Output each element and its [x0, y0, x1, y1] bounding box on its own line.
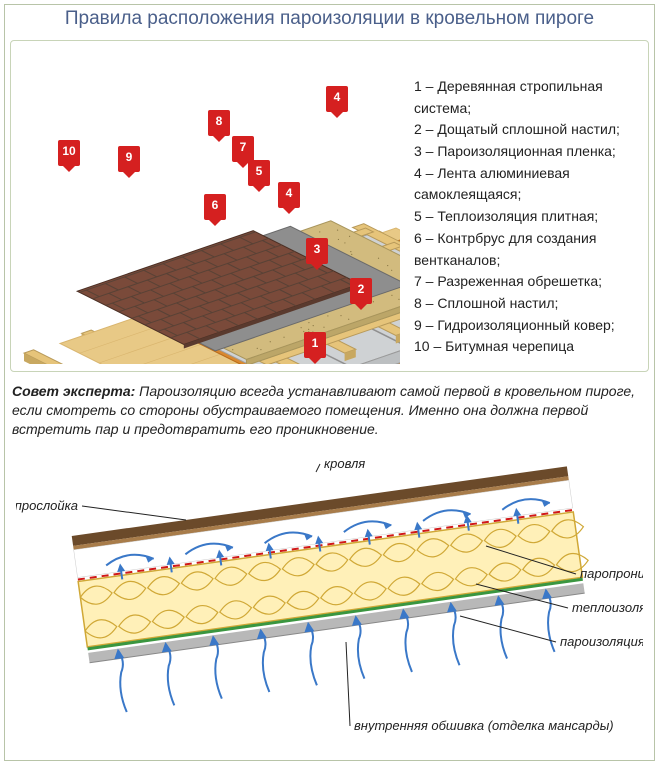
layer-marker-3: 3 — [306, 238, 328, 264]
layer-marker-5: 5 — [248, 160, 270, 186]
layer-marker-6: 6 — [204, 194, 226, 220]
legend-item: 7 – Разреженная обрешетка; — [414, 271, 646, 293]
legend-list: 1 – Деревянная стропильная система;2 – Д… — [414, 76, 646, 358]
layer-marker-10: 10 — [58, 140, 80, 166]
legend-item: 10 – Битумная черепица — [414, 336, 646, 358]
legend-item: 4 – Лента алюминиевая самоклеящаяся; — [414, 163, 646, 206]
expert-advice: Совет эксперта: Пароизоляцию всегда уста… — [12, 382, 647, 439]
layer-marker-4: 4 — [326, 86, 348, 112]
legend-item: 9 – Гидроизоляционный ковер; — [414, 315, 646, 337]
legend-item: 6 – Контрбрус для создания вентканалов; — [414, 228, 646, 271]
svg-text:теплоизоляция: теплоизоляция — [572, 600, 643, 615]
layer-marker-2: 2 — [350, 278, 372, 304]
layer-marker-4: 4 — [278, 182, 300, 208]
layer-marker-1: 1 — [304, 332, 326, 358]
svg-text:пароизоляция: пароизоляция — [560, 634, 643, 649]
legend-item: 3 – Пароизоляционная пленка; — [414, 141, 646, 163]
advice-label: Совет эксперта: — [12, 383, 135, 399]
legend-item: 2 – Дощатый сплошной настил; — [414, 119, 646, 141]
layer-marker-9: 9 — [118, 146, 140, 172]
legend-item: 1 – Деревянная стропильная система; — [414, 76, 646, 119]
legend-item: 5 – Теплоизоляция плитная; — [414, 206, 646, 228]
layer-marker-7: 7 — [232, 136, 254, 162]
legend-item: 8 – Сплошной настил; — [414, 293, 646, 315]
section-diagram: кровля воздушная прослойка паропроницаемая… — [16, 450, 643, 755]
svg-text:внутренняя обшивка (отделка ма: внутренняя обшивка (отделка мансарды) — [354, 718, 614, 733]
iso-diagram: 109876544321 — [16, 48, 400, 364]
svg-text:воздушная прослойка: воздушная прослойка — [16, 498, 78, 513]
svg-text:кровля: кровля — [324, 456, 365, 471]
layer-marker-8: 8 — [208, 110, 230, 136]
svg-text:паропроницаемая мембрана: паропроницаемая мембрана — [580, 566, 643, 581]
